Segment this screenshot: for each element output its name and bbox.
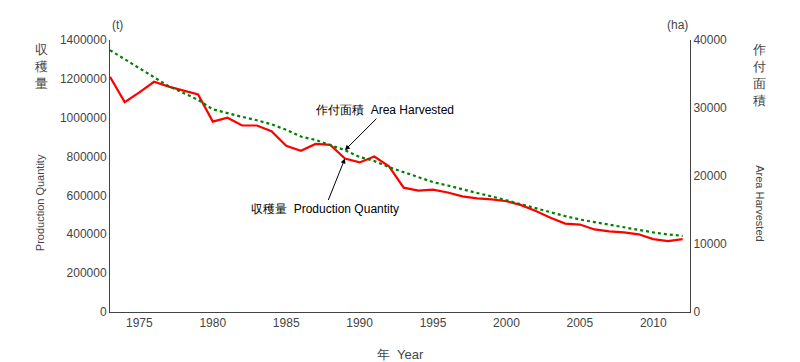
svg-text:Area Harvested: Area Harvested <box>754 165 766 241</box>
svg-text:200000: 200000 <box>67 266 107 280</box>
svg-text:年 Year: 年 Year <box>377 347 424 362</box>
svg-text:2010: 2010 <box>640 316 667 330</box>
svg-text:400000: 400000 <box>67 227 107 241</box>
svg-text:0: 0 <box>100 305 107 319</box>
svg-text:作付面積: 作付面積 <box>752 42 766 108</box>
svg-text:600000: 600000 <box>67 189 107 203</box>
svg-text:0: 0 <box>693 305 700 319</box>
svg-text:30000: 30000 <box>693 101 727 115</box>
svg-text:1400000: 1400000 <box>60 33 107 47</box>
svg-text:1975: 1975 <box>126 316 153 330</box>
svg-text:40000: 40000 <box>693 33 727 47</box>
svg-text:1990: 1990 <box>346 316 373 330</box>
svg-text:1980: 1980 <box>199 316 226 330</box>
svg-text:Production Quantity: Production Quantity <box>34 154 46 251</box>
svg-text:2000: 2000 <box>493 316 520 330</box>
svg-text:1985: 1985 <box>273 316 300 330</box>
svg-text:(ha): (ha) <box>667 18 688 32</box>
svg-text:800000: 800000 <box>67 150 107 164</box>
svg-text:1200000: 1200000 <box>60 72 107 86</box>
svg-text:10000: 10000 <box>693 237 727 251</box>
svg-text:収穫量 Production Quantity: 収穫量 Production Quantity <box>251 202 399 216</box>
svg-text:20000: 20000 <box>693 169 727 183</box>
svg-text:(t): (t) <box>112 18 123 32</box>
svg-text:作付面積 Area Harvested: 作付面積 Area Harvested <box>315 103 454 117</box>
svg-text:収穫量: 収穫量 <box>35 42 48 91</box>
svg-text:1000000: 1000000 <box>60 111 107 125</box>
svg-text:2005: 2005 <box>567 316 594 330</box>
svg-text:1995: 1995 <box>420 316 447 330</box>
